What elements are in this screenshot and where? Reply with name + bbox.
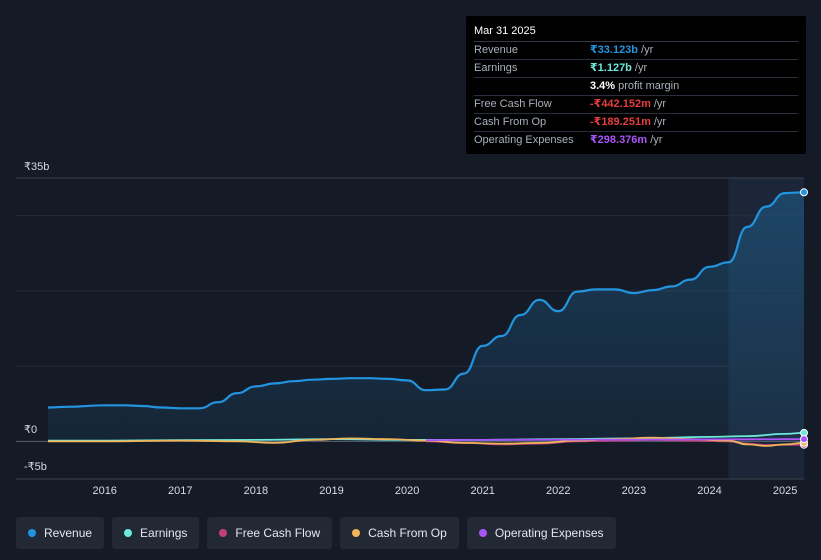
legend-dot-icon <box>352 529 361 537</box>
tooltip-row-label: Earnings <box>474 62 518 74</box>
tooltip-panel: Mar 31 2025 Revenue ₹33.123b/yr Earnings ₹1… <box>466 16 806 154</box>
tooltip-row: Free Cash Flow -₹442.152m/yr <box>474 96 798 114</box>
series-line-operating-expenses <box>425 438 805 442</box>
legend-item-revenue[interactable]: Revenue <box>16 517 105 549</box>
series-end-point-operating-expenses <box>800 435 808 444</box>
legend-dot-icon <box>28 529 36 537</box>
x-tick-label: 2024 <box>697 485 721 497</box>
x-tick-label: 2017 <box>168 485 192 497</box>
series-areas <box>48 192 804 442</box>
legend-item-operating-expenses[interactable]: Operating Expenses <box>466 517 616 549</box>
tooltip-row-unit: /yr <box>650 134 663 146</box>
tooltip-row-label: Cash From Op <box>474 116 547 128</box>
legend-label: Cash From Op <box>368 526 447 540</box>
legend-item-free-cash-flow[interactable]: Free Cash Flow <box>207 517 333 549</box>
x-tick-label: 2016 <box>92 485 116 497</box>
tooltip-row-value: ₹33.123b <box>590 44 639 56</box>
tooltip-row-label: Operating Expenses <box>474 134 574 146</box>
tooltip-row-value: -₹442.152m <box>590 98 651 110</box>
y-tick-label-max: ₹35b <box>24 161 50 173</box>
tooltip-row: Operating Expenses ₹298.376m/yr <box>474 132 798 149</box>
tooltip-row: Cash From Op -₹189.251m/yr <box>474 114 798 132</box>
legend-dot-icon <box>124 529 133 537</box>
tooltip-row-value: 3.4% <box>590 80 616 92</box>
tooltip-row-label: Revenue <box>474 44 519 56</box>
tooltip-row-unit: /yr <box>653 116 667 128</box>
legend-label: Free Cash Flow <box>235 526 321 540</box>
legend-item-earnings[interactable]: Earnings <box>112 517 200 549</box>
y-tick-label-min: -₹5b <box>24 461 47 473</box>
x-tick-label: 2023 <box>622 485 646 497</box>
tooltip-row-unit: profit margin <box>618 80 680 92</box>
x-tick-label: 2021 <box>470 485 494 497</box>
legend-label: Earnings <box>140 526 188 540</box>
legend: Revenue Earnings Free Cash Flow Cash From O… <box>16 517 616 549</box>
x-axis-ticks: 2016 2017 2018 2019 2020 2021 2022 2023 2024 2025 <box>92 485 797 497</box>
tooltip-row-unit: /yr <box>641 44 654 56</box>
tooltip-row: 3.4% profit margin <box>474 78 798 96</box>
series-area-revenue <box>48 192 804 442</box>
y-tick-label-zero: ₹0 <box>24 424 38 436</box>
x-tick-label: 2020 <box>395 485 419 497</box>
series-lines <box>47 188 808 449</box>
x-tick-label: 2022 <box>546 485 570 497</box>
tooltip-date: Mar 31 2025 <box>474 24 798 42</box>
x-tick-label: 2018 <box>244 485 268 497</box>
tooltip-row-unit: /yr <box>634 62 648 74</box>
x-tick-label: 2019 <box>319 485 343 497</box>
tooltip-row-value: ₹298.376m <box>590 134 648 146</box>
tooltip-row: Earnings ₹1.127b/yr <box>474 60 798 78</box>
legend-item-cash-from-op[interactable]: Cash From Op <box>340 517 459 549</box>
x-tick-label: 2025 <box>773 485 797 497</box>
legend-dot-icon <box>219 529 228 537</box>
tooltip-row: Revenue ₹33.123b/yr <box>474 42 798 60</box>
tooltip-row-unit: /yr <box>653 98 667 110</box>
legend-label: Operating Expenses <box>494 526 604 540</box>
tooltip-row-label: Free Cash Flow <box>474 98 552 110</box>
legend-dot-icon <box>478 529 487 537</box>
tooltip-row-value: ₹1.127b <box>590 62 632 74</box>
series-line-cash-from-op <box>47 436 805 447</box>
series-end-point-revenue <box>800 188 808 197</box>
legend-label: Revenue <box>44 526 93 540</box>
tooltip-row-value: -₹189.251m <box>590 116 651 128</box>
series-line-revenue <box>47 191 805 410</box>
tooltip-row-label <box>474 78 590 95</box>
